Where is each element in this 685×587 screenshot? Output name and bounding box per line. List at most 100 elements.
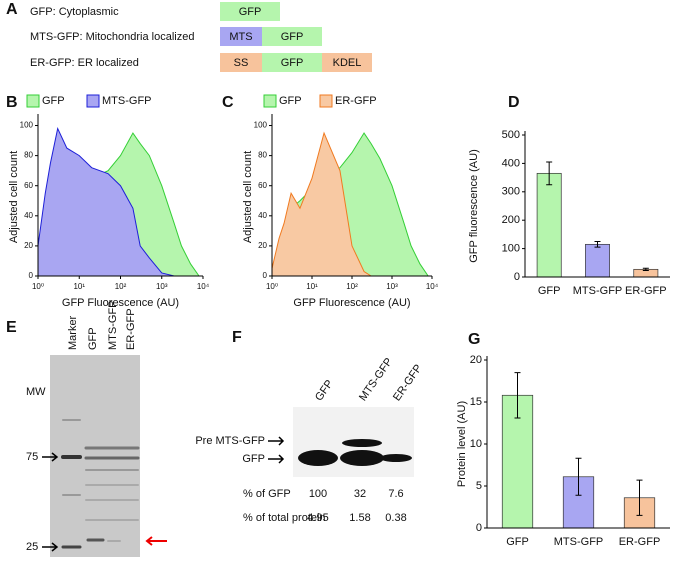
x-tick-label: 10² <box>115 282 127 291</box>
x-axis-label: GFP Fluorescence (AU) <box>62 297 179 309</box>
cell: 1.58 <box>349 512 370 524</box>
y-tick-label: 5 <box>476 480 482 492</box>
x-tick-label: ER-GFP <box>619 536 661 548</box>
lane-label: MTS-GFP <box>107 301 119 351</box>
x-tick-label: MTS-GFP <box>554 536 604 548</box>
legend-swatch <box>263 94 277 108</box>
legend-label: GFP <box>279 95 302 107</box>
x-tick-label: 10⁴ <box>426 282 439 291</box>
gel-bands <box>61 419 140 549</box>
x-tick-label: 10² <box>346 282 358 291</box>
y-tick-label: 400 <box>502 157 520 169</box>
x-tick-label: GFP <box>506 536 529 548</box>
lane-label: ER-GFP <box>125 308 137 350</box>
axis <box>271 114 432 277</box>
y-tick-label: 20 <box>24 241 33 250</box>
y-axis-label: Adjusted cell count <box>8 151 20 243</box>
red-arrow <box>145 536 167 546</box>
y-axis-label: GFP fluorescence (AU) <box>468 149 480 263</box>
x-tick-label: 10³ <box>156 282 168 291</box>
x-tick-label: 10¹ <box>73 282 85 291</box>
y-tick-label: 10 <box>470 438 482 450</box>
panel-letter: D <box>508 94 520 111</box>
x-tick-label: 10⁴ <box>197 282 210 291</box>
legend-label: MTS-GFP <box>102 95 152 107</box>
legend-label: GFP <box>42 95 65 107</box>
legend-swatch <box>86 94 100 108</box>
lane-label: ER-GFP <box>391 362 425 403</box>
x-tick-label: GFP <box>538 285 561 297</box>
construct-label: ER-GFP: ER localized <box>30 57 139 69</box>
band-label: GFP <box>242 453 265 465</box>
axis <box>524 131 670 278</box>
y-tick-label: 100 <box>20 121 34 130</box>
lane-label: GFP <box>313 378 336 403</box>
segment-label: SS <box>234 57 249 69</box>
y-axis-label: Protein level (AU) <box>456 401 468 487</box>
cell: 4.95 <box>307 512 328 524</box>
bar <box>585 243 610 278</box>
y-tick-label: 0 <box>514 271 520 283</box>
x-tick-label: 10⁰ <box>32 282 44 291</box>
construct-label: GFP: Cytoplasmic <box>30 6 119 18</box>
y-tick-label: 0 <box>476 522 482 534</box>
error-bar <box>642 267 649 271</box>
arrow <box>42 452 59 462</box>
lane-label: GFP <box>87 327 99 350</box>
y-tick-label: 200 <box>502 214 520 226</box>
y-tick-label: 0 <box>29 271 34 280</box>
y-tick-label: 500 <box>502 129 520 141</box>
y-axis-label: Adjusted cell count <box>242 151 254 243</box>
cell: 100 <box>309 488 327 500</box>
bar <box>536 172 562 278</box>
x-axis-label: GFP Fluorescence (AU) <box>293 297 410 309</box>
lane-label: MTS-GFP <box>357 356 395 403</box>
blot-bands <box>298 439 412 466</box>
panel-letter: G <box>468 331 480 348</box>
y-tick-label: 100 <box>502 243 520 255</box>
x-tick-label: 10⁰ <box>266 282 278 291</box>
y-tick-label: 60 <box>24 181 33 190</box>
x-tick-label: 10¹ <box>306 282 318 291</box>
mw-marker: 75 <box>26 451 38 463</box>
x-tick-label: MTS-GFP <box>573 285 623 297</box>
panel-letter: F <box>232 329 242 346</box>
y-tick-label: 300 <box>502 186 520 198</box>
error-bar <box>514 372 521 419</box>
mw-marker: 25 <box>26 541 38 553</box>
y-tick-label: 15 <box>470 396 482 408</box>
y-tick-label: 80 <box>258 151 267 160</box>
legend-label: ER-GFP <box>335 95 377 107</box>
segment-label: GFP <box>281 31 304 43</box>
cell: 32 <box>354 488 366 500</box>
panel-letter: E <box>6 319 17 336</box>
panel-letter: B <box>6 94 18 111</box>
construct-segment <box>220 53 262 72</box>
mw-title: MW <box>26 386 46 398</box>
segment-label: MTS <box>229 31 252 43</box>
legend-swatch <box>319 94 333 108</box>
construct-segment <box>262 27 322 46</box>
row-label: % of GFP <box>243 488 291 500</box>
construct-segment <box>220 2 280 21</box>
y-tick-label: 0 <box>263 271 268 280</box>
row-label: % of total protein <box>243 512 326 524</box>
cell: 7.6 <box>388 488 403 500</box>
construct-segment <box>220 27 262 46</box>
arrow <box>268 454 285 464</box>
x-tick-label: 10³ <box>386 282 398 291</box>
panel-letter: C <box>222 94 234 111</box>
axis <box>486 356 670 529</box>
segment-label: GFP <box>239 6 262 18</box>
y-tick-label: 20 <box>470 354 482 366</box>
error-bar <box>594 241 601 248</box>
segment-label: KDEL <box>333 57 362 69</box>
error-bar <box>546 161 553 186</box>
error-bar <box>575 457 582 496</box>
y-tick-label: 100 <box>254 121 268 130</box>
y-tick-label: 60 <box>258 181 267 190</box>
axis <box>37 114 203 277</box>
lane-label: Marker <box>67 315 79 350</box>
construct-segment <box>262 53 322 72</box>
